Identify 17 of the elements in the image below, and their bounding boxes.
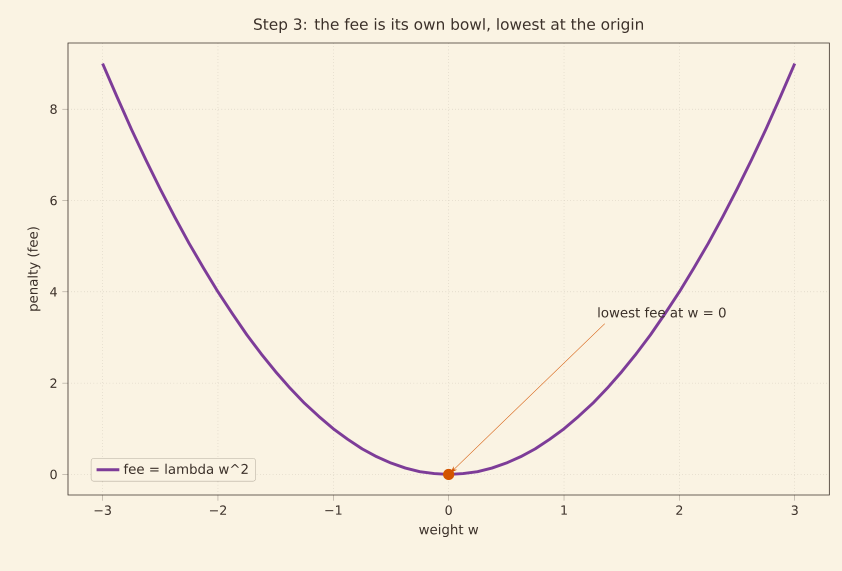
x-tick-label: −3: [94, 505, 111, 515]
x-tick-label: −1: [325, 505, 342, 515]
y-tick-label: 6: [50, 196, 57, 206]
x-tick-label: 1: [561, 505, 567, 515]
annotation: lowest fee at w = 0: [598, 307, 726, 318]
y-tick-label: 2: [50, 378, 56, 388]
legend-label: fee = lambda w^2: [124, 464, 248, 474]
y-tick-label: 8: [50, 104, 57, 114]
y-tick-label: 0: [50, 470, 57, 480]
chart-title: Step 3: the fee is its own bowl, lowest at the origin: [254, 18, 644, 33]
x-tick-label: 2: [676, 505, 682, 515]
y-tick-label: 4: [50, 287, 57, 296]
y-axis-title: penalty (fee): [27, 227, 40, 311]
x-tick-label: 0: [445, 505, 452, 515]
x-tick-label: −2: [210, 505, 226, 515]
x-tick-label: 3: [792, 505, 798, 515]
x-axis-title: weight w: [419, 524, 478, 538]
